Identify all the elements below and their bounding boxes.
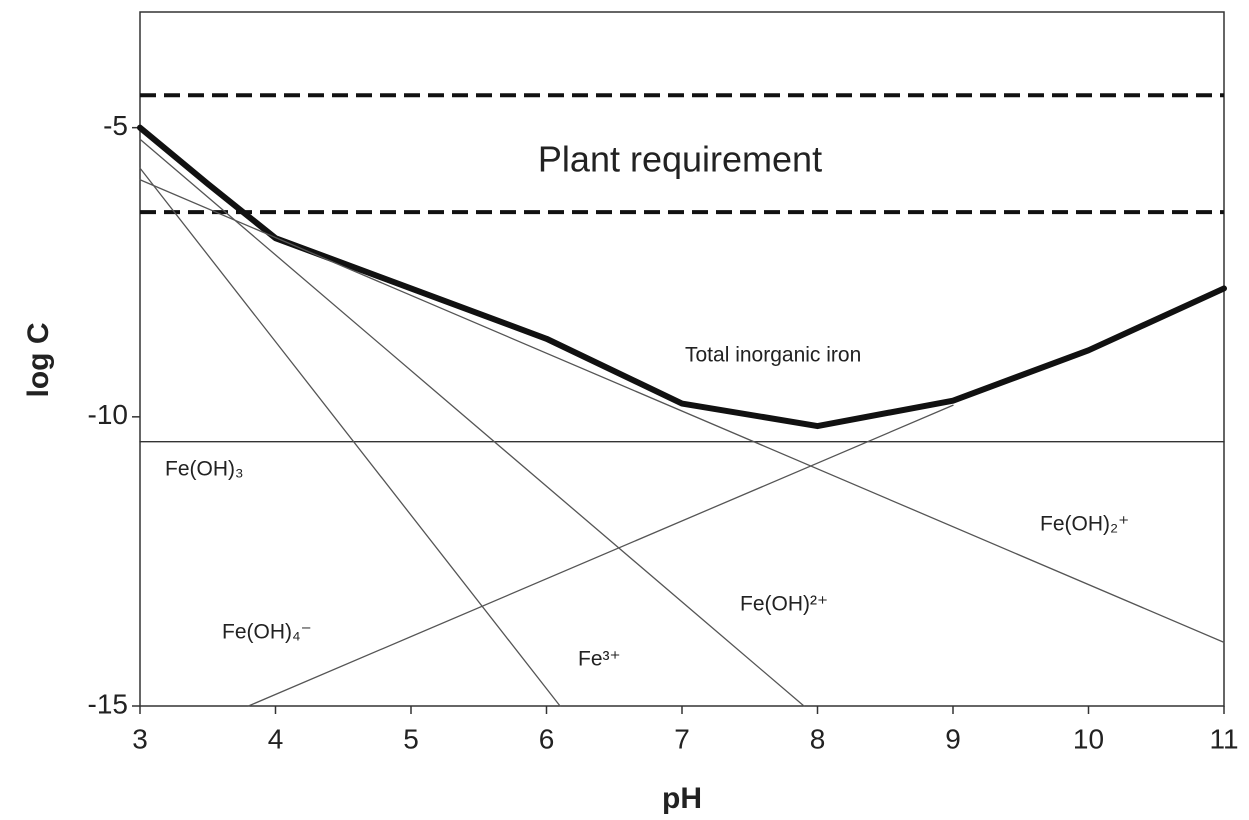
series-line bbox=[137, 124, 1227, 430]
series-line bbox=[139, 179, 1225, 644]
x-tick-label: 4 bbox=[268, 723, 284, 754]
x-tick-label: 8 bbox=[810, 723, 826, 754]
series-label: Fe(OH)₂⁺ bbox=[1040, 513, 1129, 536]
series-label: Fe(OH)²⁺ bbox=[740, 593, 828, 616]
x-tick-label: 7 bbox=[674, 723, 690, 754]
series-label: Fe(OH)₃ bbox=[165, 458, 244, 481]
y-tick-label: -5 bbox=[103, 110, 128, 141]
series-label: Total inorganic iron bbox=[685, 344, 861, 367]
series-label: Fe³⁺ bbox=[578, 648, 621, 671]
x-axis-label: pH bbox=[662, 782, 702, 815]
y-axis-label: log C bbox=[22, 323, 55, 398]
band-label: Plant requirement bbox=[538, 139, 822, 180]
series-line bbox=[139, 167, 561, 707]
x-tick-label: 6 bbox=[539, 723, 555, 754]
series-line bbox=[139, 138, 805, 707]
y-tick-label: -10 bbox=[88, 399, 128, 430]
x-tick-label: 11 bbox=[1209, 723, 1238, 754]
x-tick-label: 9 bbox=[945, 723, 961, 754]
x-tick-label: 5 bbox=[403, 723, 419, 754]
x-tick-label: 10 bbox=[1073, 723, 1104, 754]
series-label: Fe(OH)₄⁻ bbox=[222, 621, 312, 644]
series-line bbox=[247, 404, 954, 707]
x-tick-label: 3 bbox=[132, 723, 148, 754]
y-tick-label: -15 bbox=[88, 688, 128, 719]
